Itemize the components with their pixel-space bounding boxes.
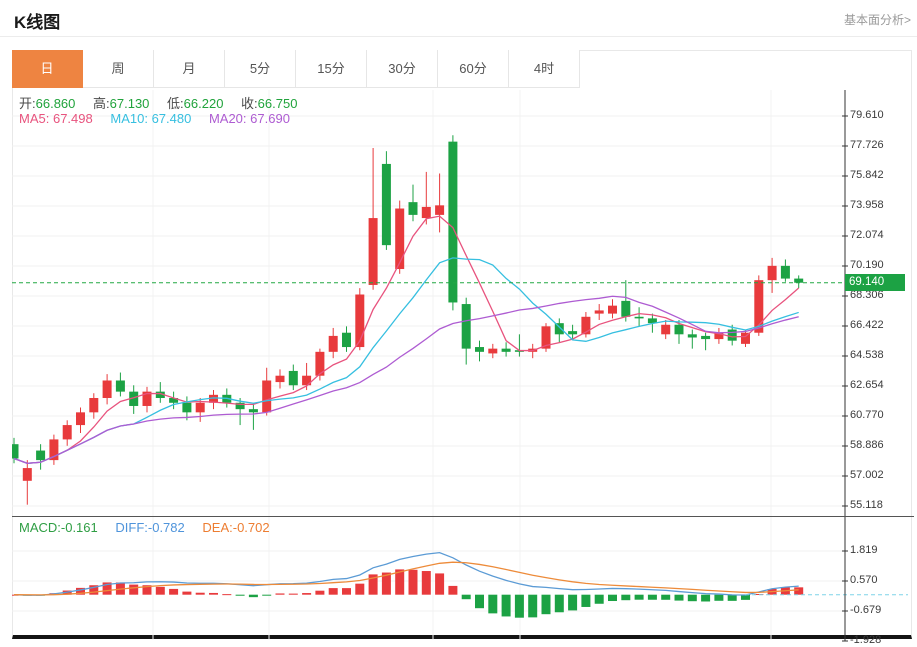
- ma5-label: MA5:: [19, 111, 50, 126]
- close-label: 收:: [241, 96, 258, 111]
- current-price-badge: 69.140: [845, 274, 905, 292]
- y-axis-label: -0.679: [850, 604, 882, 616]
- y-axis-label: 0.570: [850, 574, 878, 586]
- y-axis-label: 62.654: [850, 379, 884, 391]
- ma10-value: 67.480: [151, 111, 192, 126]
- open-value: 66.860: [35, 96, 76, 111]
- interval-tab-5分[interactable]: 5分: [225, 50, 296, 88]
- macd-lines: [13, 551, 799, 596]
- y-axis-label: 72.074: [850, 229, 884, 241]
- ma5-value: 67.498: [52, 111, 93, 126]
- interval-tab-周[interactable]: 周: [83, 50, 154, 88]
- y-axis-label: 77.726: [850, 139, 884, 151]
- y-axis-label: 66.422: [850, 319, 884, 331]
- y-axis-label: 68.306: [850, 289, 884, 301]
- macd-row: MACD:-0.161 DIFF:-0.782 DEA:-0.702: [19, 520, 284, 535]
- y-axis-label: 60.770: [850, 409, 884, 421]
- y-axis-label: 79.610: [850, 109, 884, 121]
- open-label: 开:: [19, 96, 36, 111]
- macd-label: MACD:: [19, 520, 61, 535]
- interval-tab-日[interactable]: 日: [12, 50, 83, 88]
- fundamental-analysis-link[interactable]: 基本面分析>: [843, 13, 911, 27]
- diff-label: DIFF:: [115, 520, 148, 535]
- interval-tab-30分[interactable]: 30分: [367, 50, 438, 88]
- diff-value: -0.782: [147, 520, 185, 535]
- macd-value: -0.161: [60, 520, 98, 535]
- dea-label: DEA:: [202, 520, 233, 535]
- ma-lines: [13, 215, 800, 464]
- ma20-value: 67.690: [250, 111, 290, 126]
- y-axis-label: 73.958: [850, 199, 884, 211]
- page-title: K线图: [14, 13, 61, 32]
- ma10-label: MA10:: [110, 111, 148, 126]
- interval-tab-4时[interactable]: 4时: [509, 50, 580, 88]
- y-axis-label: 70.190: [850, 259, 884, 271]
- y-axis-label: 55.118: [850, 499, 883, 511]
- y-axis-label: 1.819: [850, 544, 878, 556]
- interval-tab-15分[interactable]: 15分: [296, 50, 367, 88]
- interval-tabs: 日周月 5分 15分 30分 60分 4时: [12, 50, 580, 88]
- low-label: 低:: [167, 96, 184, 111]
- interval-tab-60分[interactable]: 60分: [438, 50, 509, 88]
- dea-value: -0.702: [232, 520, 270, 535]
- ma20-label: MA20:: [208, 111, 247, 126]
- macd-histogram: [12, 569, 804, 618]
- low-value: 66.220: [183, 96, 224, 111]
- close-value: 66.750: [257, 96, 298, 111]
- y-axis-label: -1.928: [850, 634, 882, 646]
- header-divider: [0, 36, 917, 37]
- ohlc-row: 开:66.860 高:67.130 低:66.220 收:66.750: [19, 93, 311, 112]
- high-value: 67.130: [109, 96, 150, 111]
- y-axis-label: 64.538: [850, 349, 884, 361]
- y-axis-label: 75.842: [850, 169, 884, 181]
- candlesticks: [12, 135, 804, 505]
- y-axis-label: 58.886: [850, 439, 884, 451]
- y-axis-label: 57.002: [850, 469, 884, 481]
- high-label: 高:: [93, 96, 110, 111]
- gridlines: [12, 90, 845, 640]
- ma-row: MA5: 67.498 MA10: 67.480 MA20: 67.690: [19, 111, 304, 126]
- interval-tab-月[interactable]: 月: [154, 50, 225, 88]
